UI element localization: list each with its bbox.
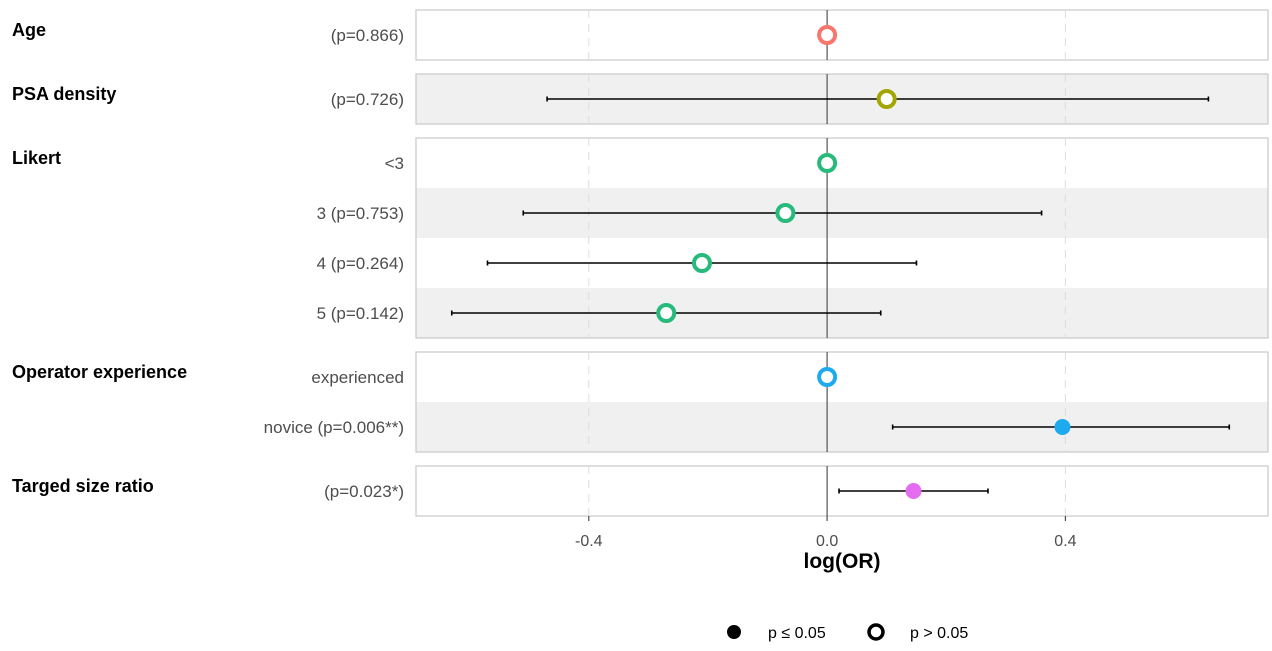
x-axis-title: log(OR) [804,550,881,573]
panel-border [415,137,1269,339]
estimate-point [817,367,838,387]
x-tick-label: -0.4 [575,533,603,550]
legend-hollow-marker [867,623,885,641]
row-label: 3 (p=0.753) [317,204,404,223]
panel-stripe [416,352,1268,402]
row-label: (p=0.866) [331,26,404,45]
estimate-point [817,25,838,45]
group-label: Operator experience [12,362,187,382]
group-label: Targed size ratio [12,476,154,496]
legend-label: p > 0.05 [910,625,968,642]
panel-stripe [416,138,1268,188]
row-label: (p=0.023*) [324,482,404,501]
panel-border [415,465,1269,517]
estimate-point [656,303,677,323]
x-gridlines [588,10,1066,516]
estimate-point [775,203,796,223]
panel-stripe [416,10,1268,60]
panel-border [415,9,1269,61]
row-label: 5 (p=0.142) [317,304,404,323]
panel-border [415,351,1269,453]
estimate-point [876,89,897,109]
x-tick-label: 0.0 [816,533,838,550]
row-label: 4 (p=0.264) [317,254,404,273]
row-label: (p=0.726) [331,90,404,109]
row-label: <3 [385,154,404,173]
estimate-point [817,153,838,173]
row-label: novice (p=0.006**) [264,418,404,437]
estimate-points [656,25,1071,499]
estimate-point [691,253,712,273]
row-label: experienced [311,368,404,387]
estimate-point [1054,419,1071,435]
estimate-point [905,483,922,499]
row-labels: Age (p=0.866) PSA density (p=0.726) Likert <3… [12,20,404,501]
group-label: Age [12,20,46,40]
x-axis: -0.4 0.0 0.4 [575,516,1077,550]
legend-filled-marker [727,625,741,639]
legend-label: p ≤ 0.05 [768,625,826,642]
group-label: Likert [12,148,61,168]
panel-border [415,73,1269,125]
group-label: PSA density [12,84,116,104]
legend: p ≤ 0.05 p > 0.05 [727,623,968,642]
x-tick-label: 0.4 [1054,533,1076,550]
